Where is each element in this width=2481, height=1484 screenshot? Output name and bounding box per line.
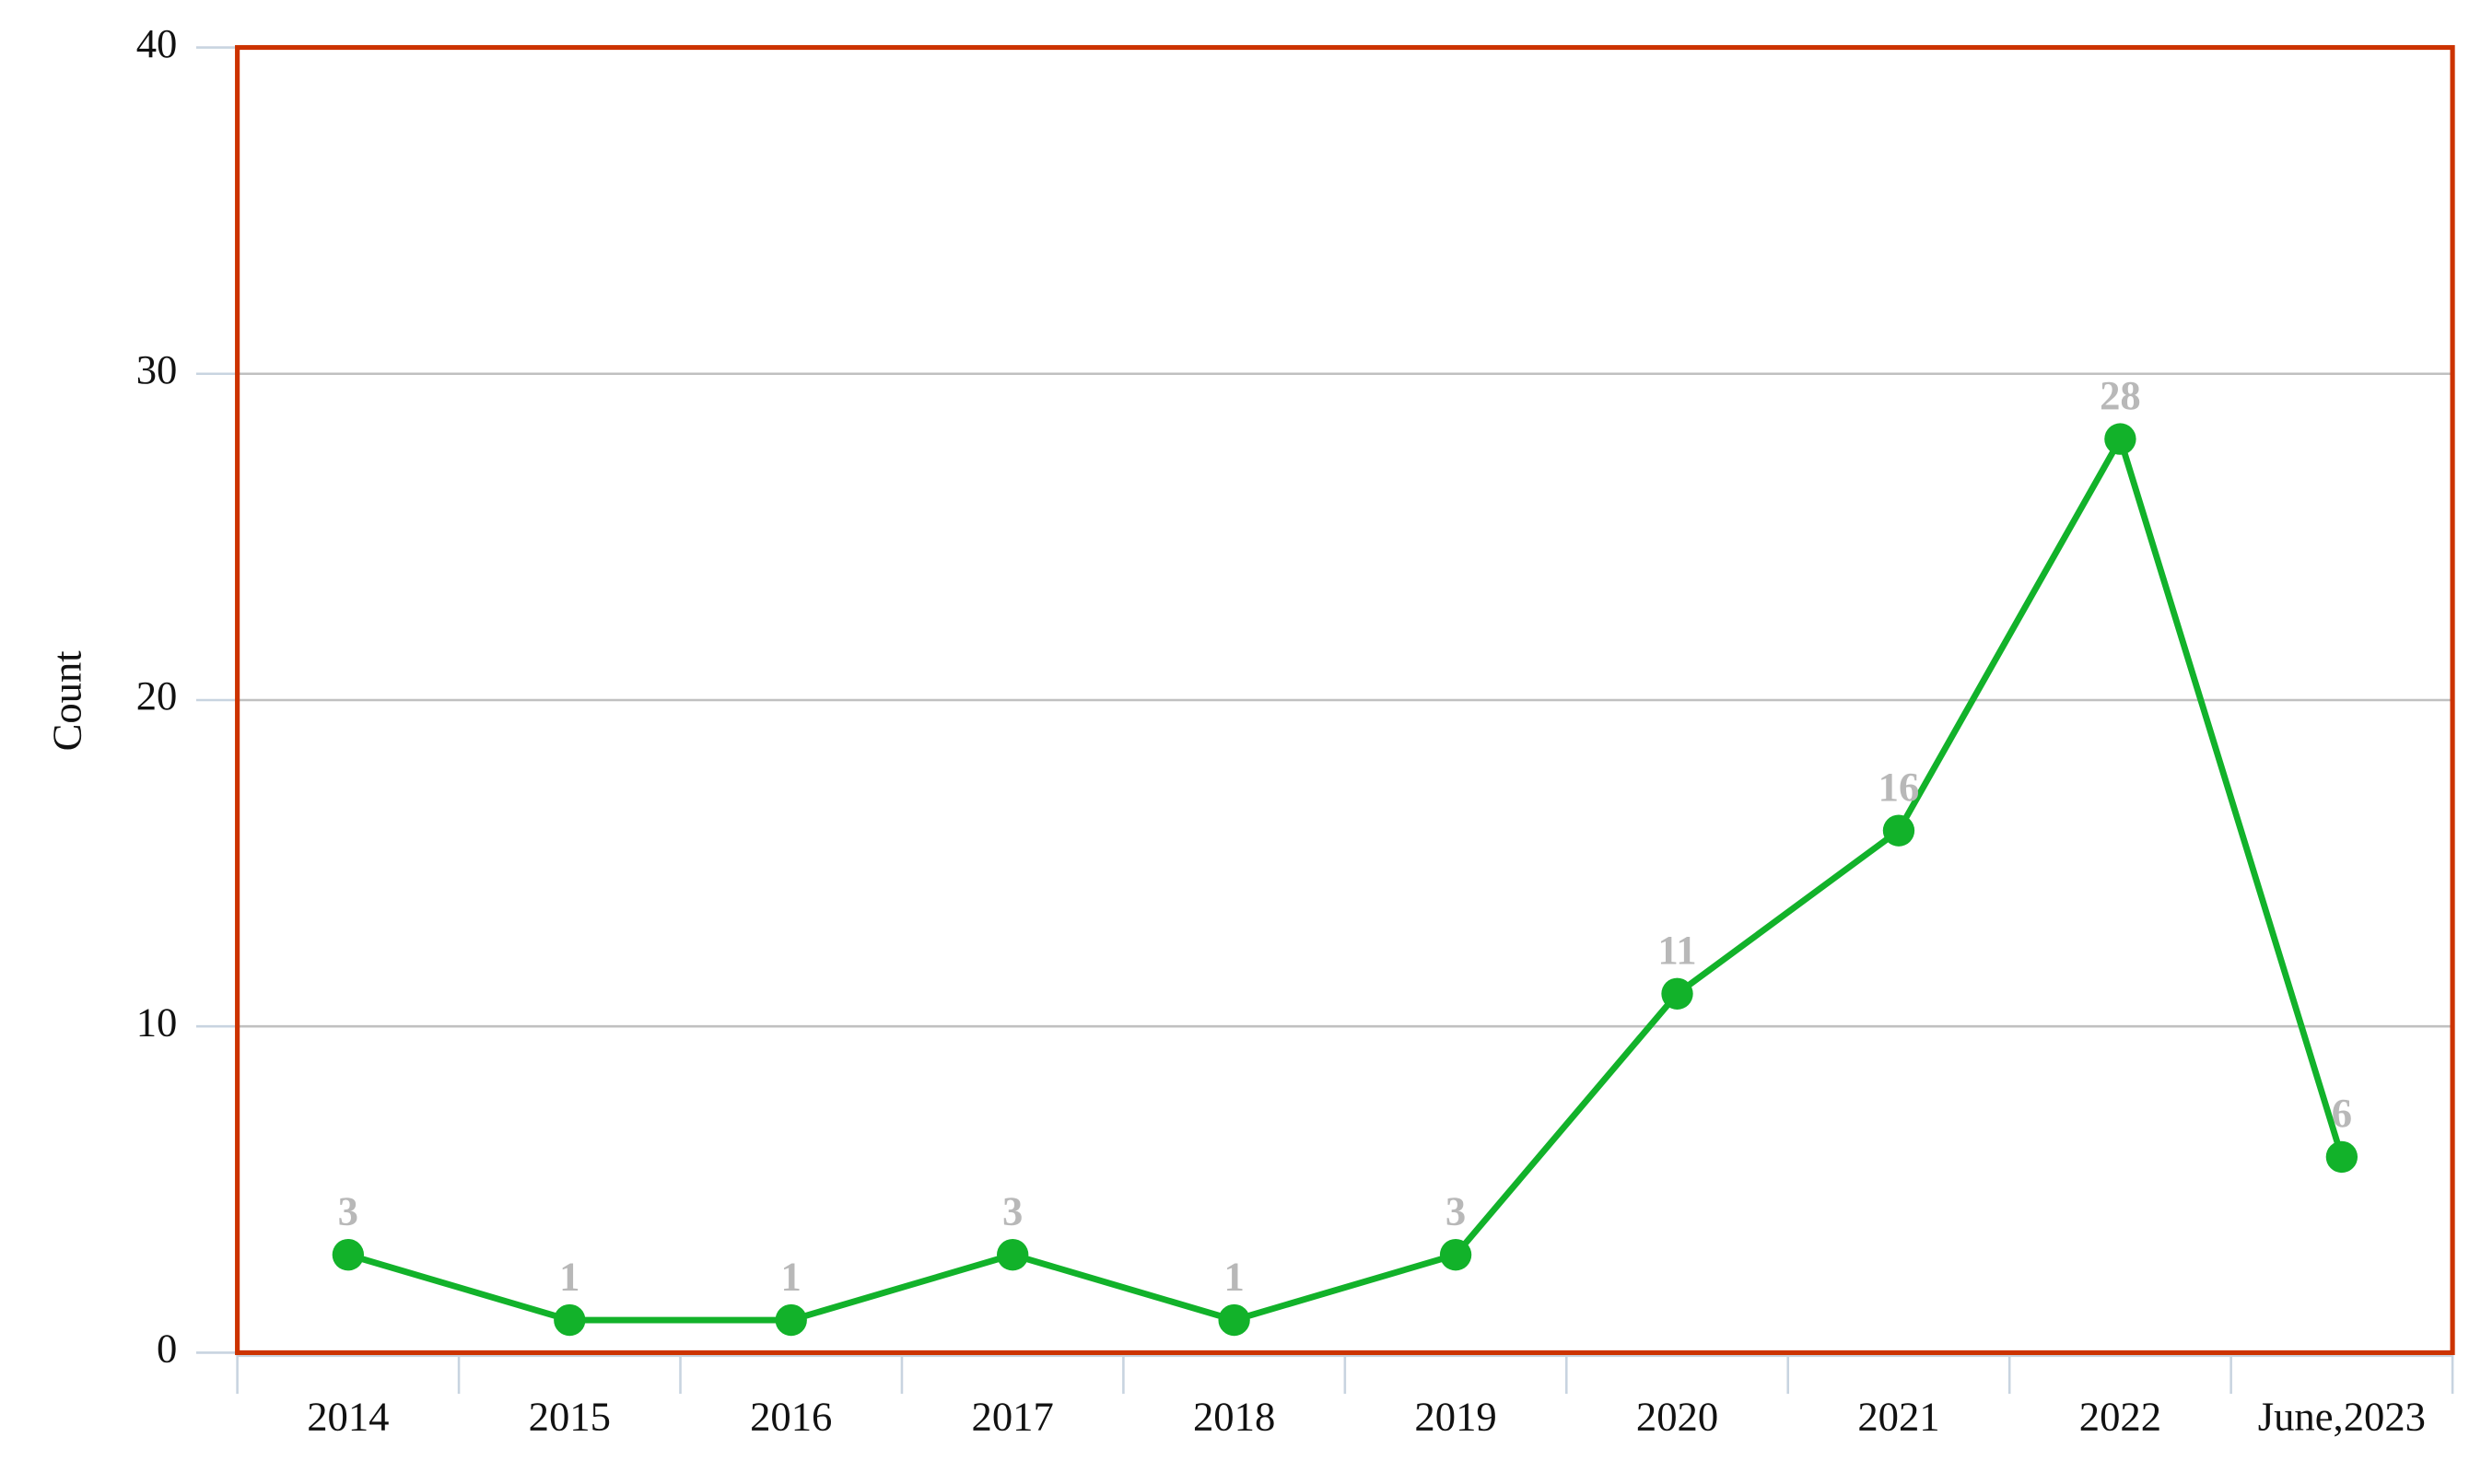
point <box>997 1239 1029 1271</box>
value-label: 3 <box>338 1187 358 1233</box>
y-tick-label: 30 <box>136 346 178 392</box>
point <box>554 1303 586 1337</box>
value-label: 6 <box>2332 1090 2352 1136</box>
value-label: 3 <box>1445 1187 1466 1233</box>
x-tick-label: 2014 <box>307 1394 389 1440</box>
point <box>1661 977 1693 1010</box>
x-tick-label: 2017 <box>972 1394 1054 1440</box>
x-tick-label: 2016 <box>750 1394 832 1440</box>
value-label: 1 <box>781 1253 802 1299</box>
value-label: 28 <box>2100 372 2141 418</box>
x-tick-label: 2015 <box>529 1394 611 1440</box>
x-tick-label: 2018 <box>1193 1394 1275 1440</box>
point <box>1218 1303 1250 1337</box>
x-tick-label: 2019 <box>1414 1394 1496 1440</box>
point <box>1439 1239 1472 1271</box>
point <box>332 1239 365 1271</box>
x-tick-label: June,2023 <box>2258 1394 2426 1440</box>
y-tick-label: 20 <box>136 672 178 719</box>
value-label: 11 <box>1657 927 1696 973</box>
point <box>2325 1140 2358 1174</box>
value-label: 16 <box>1878 764 1920 810</box>
x-tick-label: 2021 <box>1857 1394 1939 1440</box>
y-axis-label: Count <box>44 650 90 752</box>
value-label: 3 <box>1002 1187 1023 1233</box>
point <box>1882 814 1915 847</box>
point <box>2104 423 2136 455</box>
point <box>775 1303 807 1337</box>
y-tick-label: 10 <box>136 999 178 1045</box>
y-tick-label: 40 <box>136 20 178 66</box>
value-label: 1 <box>559 1253 579 1299</box>
x-tick-label: 2022 <box>2079 1394 2161 1440</box>
line <box>346 436 2346 1324</box>
value-label: 1 <box>1223 1253 1244 1299</box>
x-tick-label: 2020 <box>1636 1394 1718 1440</box>
plot-border <box>235 44 2455 1356</box>
y-tick-label: 0 <box>157 1326 177 1372</box>
